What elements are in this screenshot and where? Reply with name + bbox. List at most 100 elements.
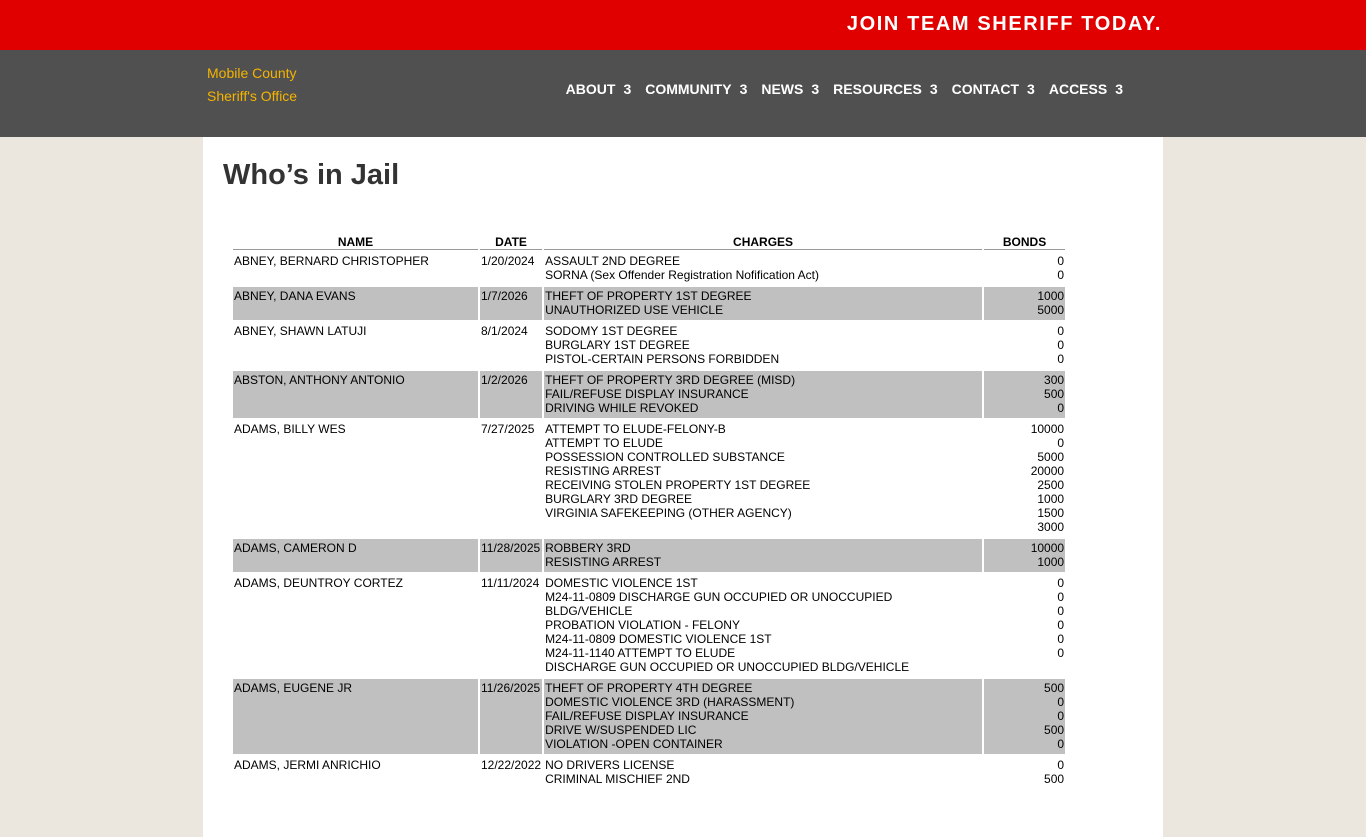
nav-label: COMMUNITY <box>645 81 732 97</box>
bond: 1000 <box>1037 555 1065 569</box>
bonds-cell: 10000 1000 <box>984 539 1066 572</box>
bonds-cell: 1000 5000 <box>984 287 1066 320</box>
column-header: DATE <box>480 235 543 250</box>
charge: THEFT OF PROPERTY 3RD DEGREE (MISD) <box>545 373 796 387</box>
inmate-row: ADAMS, EUGENE JR 11/26/2025 THEFT OF PROPE… <box>233 679 1066 754</box>
charge: M24-11-0809 DOMESTIC VIOLENCE 1ST <box>545 632 772 646</box>
bond: 0 <box>1057 401 1065 415</box>
nav-label: RESOURCES <box>833 81 922 97</box>
booking-date: 8/1/2024 <box>481 324 528 338</box>
charge: SODOMY 1ST DEGREE <box>545 324 678 338</box>
nav-item[interactable]: ABOUT 3 <box>566 81 632 97</box>
bond: 20000 <box>1030 464 1065 478</box>
charges-cell: NO DRIVERS LICENSE CRIMINAL MISCHIEF 2ND <box>544 756 982 789</box>
content: Who’s in Jail NAME DATE CHARGES BONDS ABNEY,… <box>203 137 1163 837</box>
bond: 0 <box>1057 737 1065 751</box>
inmate-name: ADAMS, EUGENE JR <box>233 679 478 754</box>
bond: 0 <box>1057 352 1065 366</box>
charges-cell: ATTEMPT TO ELUDE-FELONY-B ATTEMPT TO ELUD… <box>544 420 982 537</box>
bond: 0 <box>1057 254 1065 268</box>
charge: DOMESTIC VIOLENCE 1ST <box>545 576 698 590</box>
booking-date: 11/26/2025 <box>480 679 543 754</box>
charge: CRIMINAL MISCHIEF 2ND <box>545 772 690 786</box>
banner-link[interactable]: JOIN TEAM SHERIFF TODAY. <box>846 13 1162 35</box>
inmate-name: ABNEY, DANA EVANS <box>233 287 478 320</box>
booking-date: 11/11/2024 <box>481 576 540 590</box>
jail-table: NAME DATE CHARGES BONDS ABNEY, BERNARD CHRIS… <box>231 233 1067 791</box>
banner: JOIN TEAM SHERIFF TODAY. <box>0 0 1366 50</box>
inmate-name: ABNEY, SHAWN LATUJI <box>234 324 367 338</box>
charge: SORNA (Sex Offender Registration Nofific… <box>545 268 819 282</box>
charges-cell: ASSAULT 2ND DEGREE SORNA (Sex Offender Re… <box>544 252 982 285</box>
nav-icon: 3 <box>623 81 632 97</box>
bond: 10000 <box>1030 422 1065 436</box>
header-row: NAME DATE CHARGES BONDS <box>233 235 1066 250</box>
bond: 0 <box>1057 436 1065 450</box>
header: Mobile County Sheriff's Office ABOUT 3 COM… <box>0 50 1366 137</box>
charges-cell: THEFT OF PROPERTY 1ST DEGREE UNAUTHORIZED… <box>544 287 983 320</box>
charge: THEFT OF PROPERTY 4TH DEGREE <box>545 681 753 695</box>
bond: 0 <box>1057 590 1065 604</box>
bond: 300 <box>1044 373 1065 387</box>
charge: THEFT OF PROPERTY 1ST DEGREE <box>545 289 752 303</box>
booking-date: 1/2/2026 <box>480 371 543 418</box>
booking-date: 1/7/2026 <box>480 287 543 320</box>
inmate-row: ADAMS, JERMI ANRICHIO 12/22/2022 NO DRIVER… <box>233 756 1065 789</box>
bond: 5000 <box>1037 450 1065 464</box>
bond: 3000 <box>1037 520 1065 534</box>
logo[interactable]: Mobile County Sheriff's Office <box>207 65 298 104</box>
nav-label: ACCESS <box>1048 81 1108 97</box>
nav-item[interactable]: COMMUNITY 3 <box>645 81 747 97</box>
bond: 0 <box>1057 338 1065 352</box>
charge: UNAUTHORIZED USE VEHICLE <box>545 303 724 317</box>
inmate-row: ADAMS, CAMERON D 11/28/2025 ROBBERY 3RD RES… <box>233 539 1066 572</box>
inmate-row: ABNEY, DANA EVANS 1/7/2026 THEFT OF PROPER… <box>233 287 1066 320</box>
nav-icon: 3 <box>811 81 820 97</box>
charge: M24-11-0809 DISCHARGE GUN OCCUPIED OR UN… <box>545 590 893 604</box>
inmate-row: ADAMS, BILLY WES 7/27/2025 ATTEMPT TO ELUD… <box>233 420 1065 537</box>
charges-cell: THEFT OF PROPERTY 4TH DEGREE DOMESTIC VIO… <box>544 679 983 754</box>
nav-item[interactable]: NEWS 3 <box>761 81 819 97</box>
bond: 1000 <box>1037 289 1065 303</box>
nav: ABOUT 3 COMMUNITY 3 NEWS 3 RESOURCES 3 CONTACT 3 A… <box>552 81 1123 97</box>
charge: PISTOL-CERTAIN PERSONS FORBIDDEN <box>545 352 780 366</box>
charge: BLDG/VEHICLE <box>545 604 633 618</box>
bond: 500 <box>1044 387 1065 401</box>
charge: ROBBERY 3RD <box>545 541 631 555</box>
charge: VIOLATION -OPEN CONTAINER <box>545 737 723 751</box>
booking-date: 1/20/2024 <box>481 254 535 268</box>
inmate-row: ABNEY, BERNARD CHRISTOPHER 1/20/2024 ASSAU… <box>233 252 1065 285</box>
bond: 500 <box>1044 681 1065 695</box>
charges-cell: THEFT OF PROPERTY 3RD DEGREE (MISD) FAIL/… <box>544 371 983 418</box>
bond: 0 <box>1057 576 1065 590</box>
booking-date: 12/22/2022 <box>481 758 542 772</box>
bond: 0 <box>1057 646 1065 660</box>
charge: RESISTING ARREST <box>545 555 662 569</box>
nav-icon: 3 <box>739 81 748 97</box>
charge: M24-11-1140 ATTEMPT TO ELUDE <box>545 646 736 660</box>
bond: 0 <box>1057 709 1065 723</box>
bonds-cell: 10000 0 5000 20000 2500 1000 1500 3000 <box>984 420 1065 537</box>
charge: RECEIVING STOLEN PROPERTY 1ST DEGREE <box>545 478 811 492</box>
nav-label: CONTACT <box>951 81 1020 97</box>
bond: 5000 <box>1037 303 1065 317</box>
charge: BURGLARY 1ST DEGREE <box>545 338 690 352</box>
inmate-name: ADAMS, CAMERON D <box>233 539 478 572</box>
nav-item[interactable]: ACCESS 3 <box>1049 81 1123 97</box>
charge: DRIVE W/SUSPENDED LIC <box>545 723 697 737</box>
nav-item[interactable]: CONTACT 3 <box>952 81 1035 97</box>
charge: DRIVING WHILE REVOKED <box>545 401 699 415</box>
bond: 0 <box>1057 632 1065 646</box>
bond: 10000 <box>1030 541 1065 555</box>
charge: FAIL/REFUSE DISPLAY INSURANCE <box>545 387 749 401</box>
charge: ATTEMPT TO ELUDE-FELONY-B <box>545 422 726 436</box>
inmate-name: ADAMS, DEUNTROY CORTEZ <box>234 576 403 590</box>
nav-item[interactable]: RESOURCES 3 <box>833 81 937 97</box>
bond: 1000 <box>1037 492 1065 506</box>
charges-cell: ROBBERY 3RD RESISTING ARREST <box>544 539 983 572</box>
page-title: Who’s in Jail <box>223 159 400 191</box>
